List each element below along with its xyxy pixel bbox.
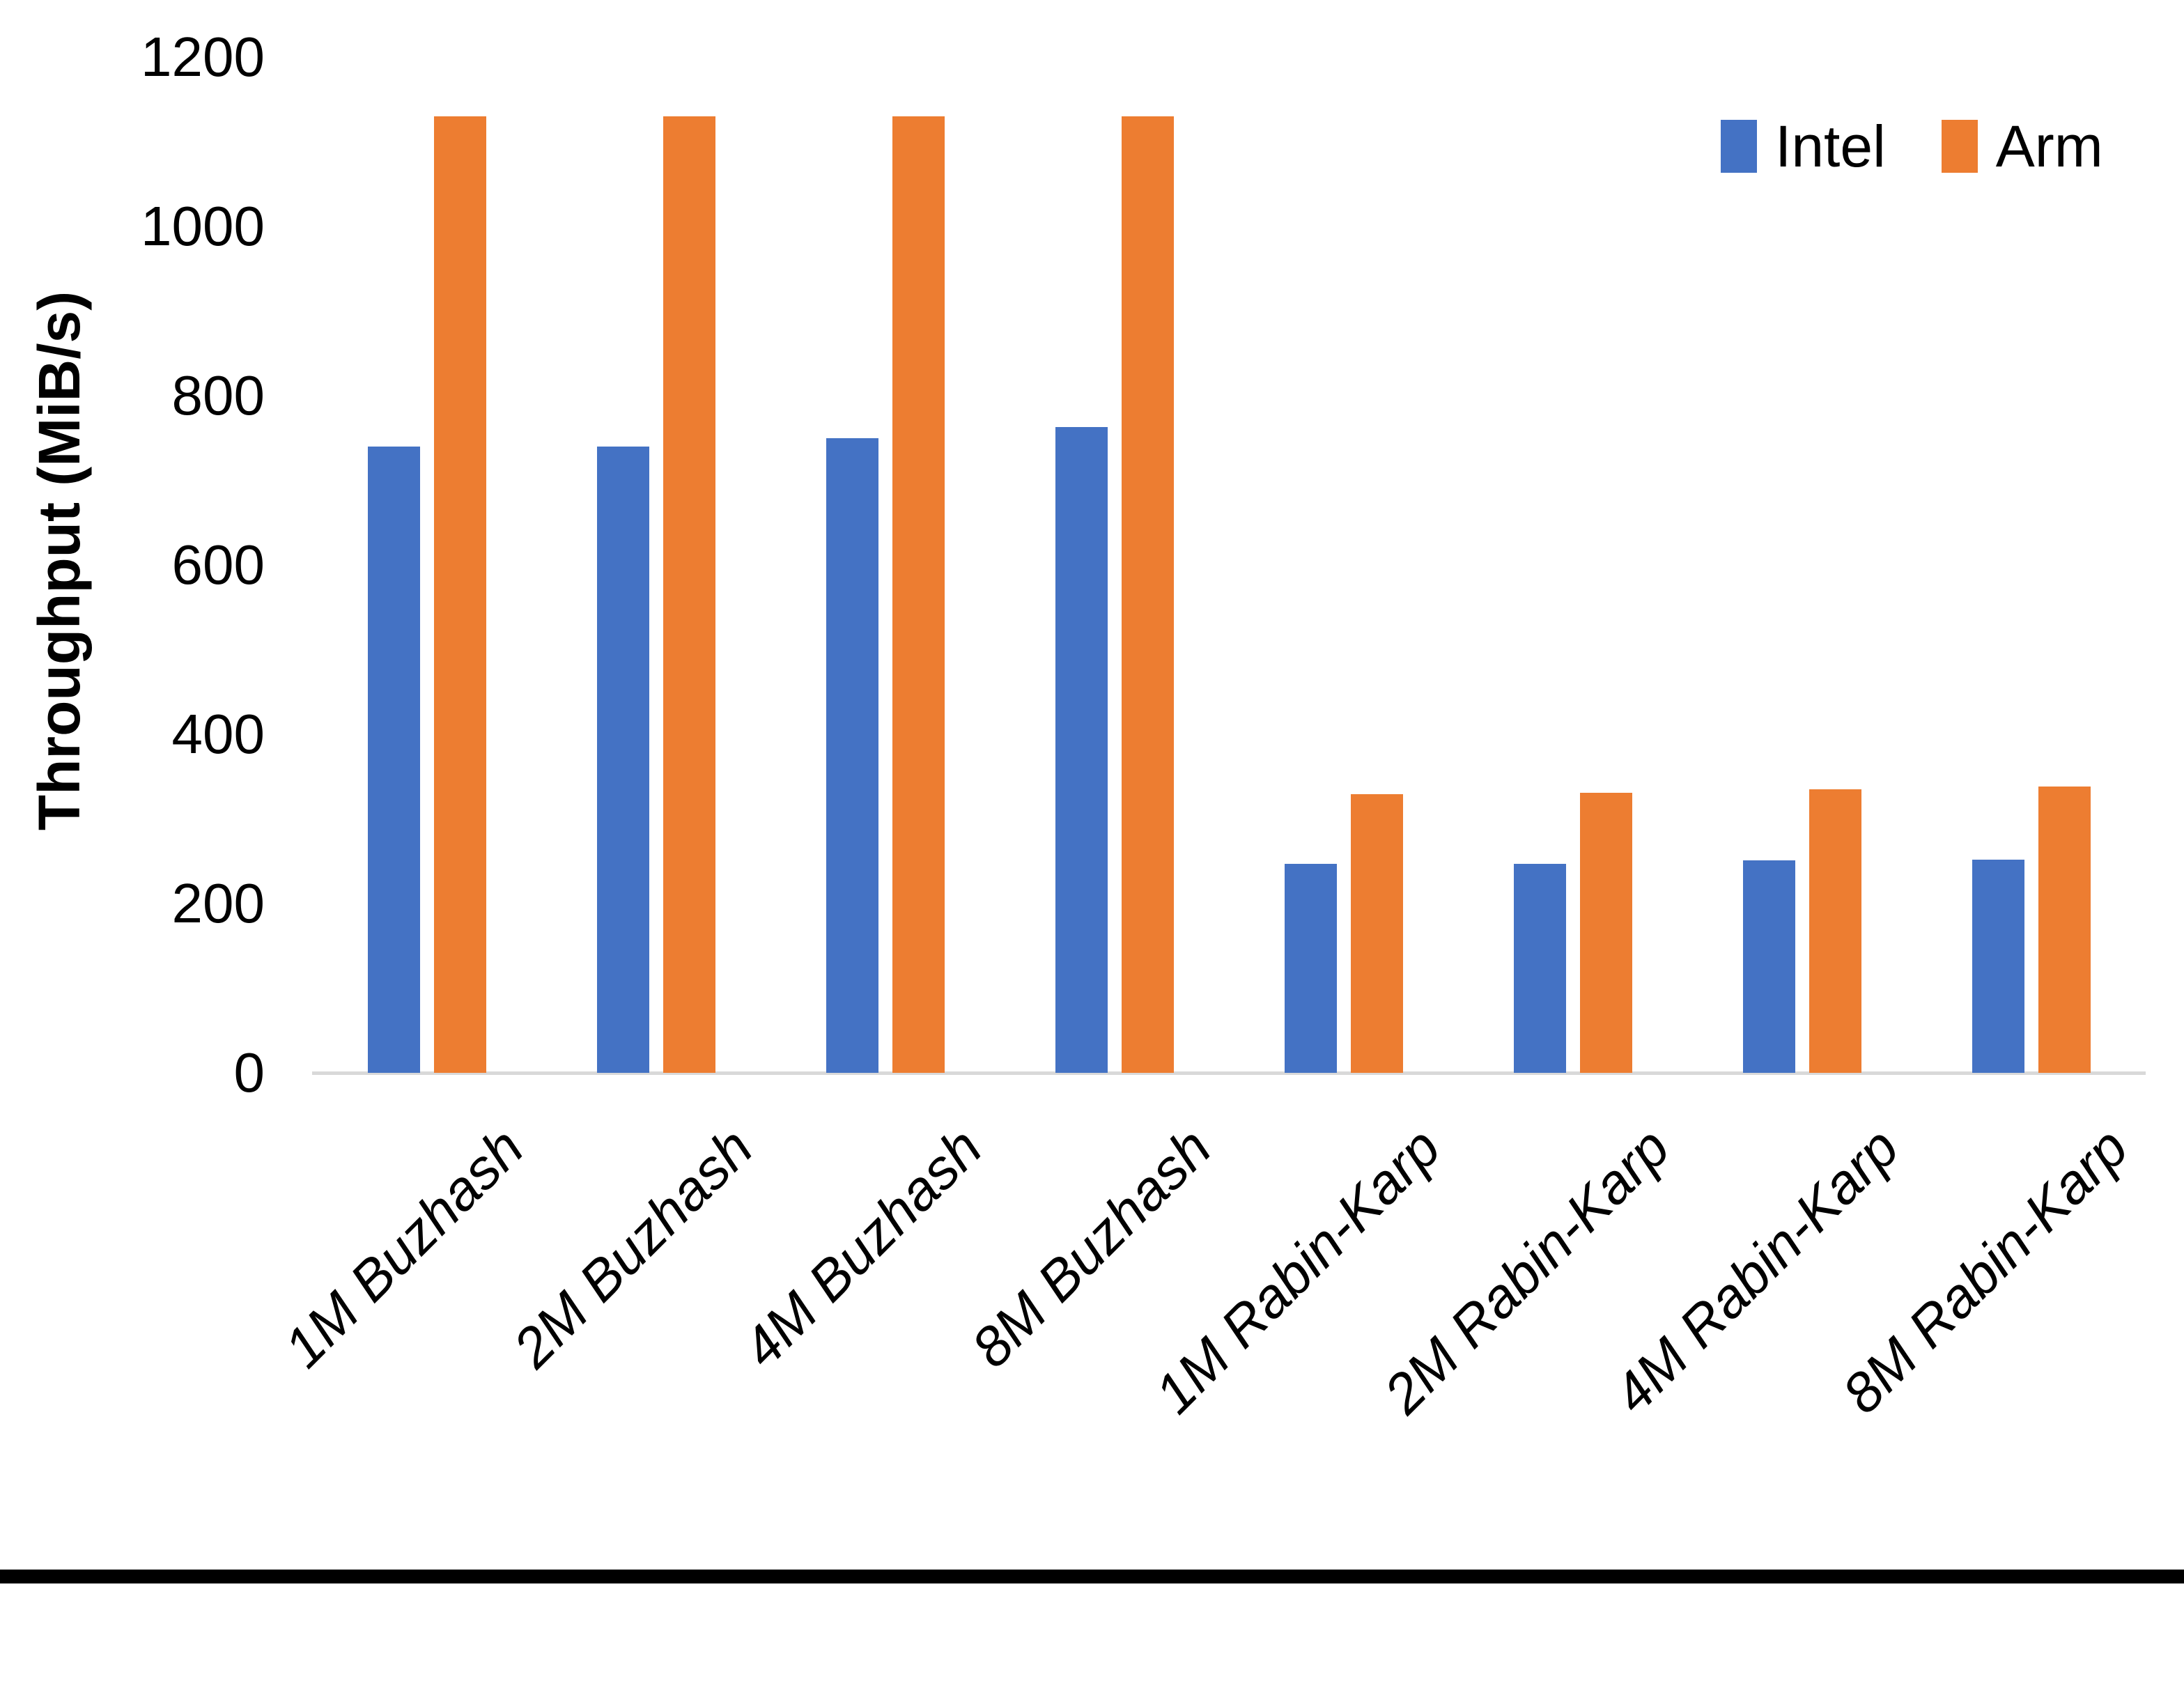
bar-group-8m-rabin-karp xyxy=(1916,57,2146,1073)
y-tick-label-1200: 1200 xyxy=(141,26,265,88)
bar-arm-8m-rabin-karp xyxy=(2038,787,2091,1073)
bar-group-2m-buzhash xyxy=(541,57,770,1073)
bar-intel-4m-rabin-karp xyxy=(1742,860,1795,1073)
bottom-border xyxy=(0,1570,2184,1583)
legend: Intel Arm xyxy=(1721,117,2103,176)
bar-group-2m-rabin-karp xyxy=(1458,57,1687,1073)
bar-arm-1m-rabin-karp xyxy=(1350,794,1403,1073)
legend-entry-intel: Intel xyxy=(1721,117,1886,176)
bar-intel-2m-buzhash xyxy=(596,446,649,1073)
bar-intel-4m-buzhash xyxy=(826,437,878,1073)
bar-group-1m-buzhash xyxy=(312,57,541,1073)
bar-intel-1m-rabin-karp xyxy=(1284,863,1337,1073)
bar-arm-1m-buzhash xyxy=(433,116,486,1073)
bar-arm-2m-buzhash xyxy=(663,116,715,1073)
bar-arm-2m-rabin-karp xyxy=(1579,792,1632,1073)
legend-entry-arm: Arm xyxy=(1941,114,2103,179)
bar-group-4m-buzhash xyxy=(770,57,1000,1073)
bar-intel-1m-buzhash xyxy=(367,446,420,1073)
legend-label-intel: Intel xyxy=(1775,114,1886,179)
bar-group-4m-rabin-karp xyxy=(1687,57,1916,1073)
y-tick-label-1000: 1000 xyxy=(141,195,265,257)
y-tick-label-600: 600 xyxy=(171,534,265,596)
y-tick-label-800: 800 xyxy=(171,364,265,426)
x-axis-line xyxy=(312,1071,2146,1075)
y-tick-label-200: 200 xyxy=(171,872,265,934)
bar-intel-8m-buzhash xyxy=(1055,426,1108,1073)
bar-group-8m-buzhash xyxy=(1000,57,1229,1073)
bar-arm-4m-buzhash xyxy=(892,116,945,1073)
legend-label-arm: Arm xyxy=(1995,114,2103,179)
bar-intel-2m-rabin-karp xyxy=(1513,863,1566,1073)
bar-arm-4m-rabin-karp xyxy=(1809,789,1861,1073)
legend-swatch-arm xyxy=(1941,120,1978,173)
bar-arm-8m-buzhash xyxy=(1121,116,1174,1073)
bar-group-1m-rabin-karp xyxy=(1229,57,1458,1073)
plot-area xyxy=(312,57,2146,1073)
y-tick-label-400: 400 xyxy=(171,703,265,765)
bar-intel-8m-rabin-karp xyxy=(1972,859,2024,1073)
y-tick-label-0: 0 xyxy=(233,1041,265,1103)
legend-swatch-intel xyxy=(1721,120,1757,173)
